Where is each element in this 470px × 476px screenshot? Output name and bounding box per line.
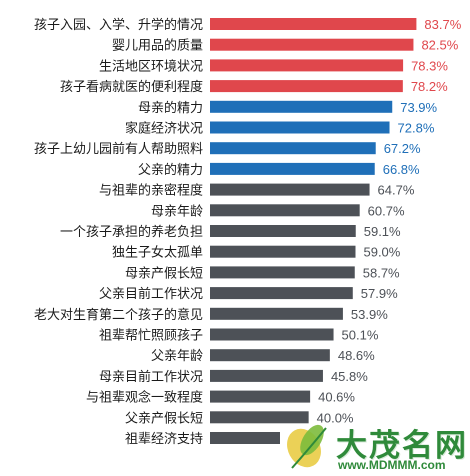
- bar: [210, 121, 390, 134]
- watermark-url: www.MDMMM.com: [338, 458, 446, 472]
- bar: [210, 59, 404, 72]
- category-label: 父亲目前工作状况: [99, 286, 203, 302]
- category-label: 生活地区环境状况: [99, 59, 203, 74]
- value-label: 40.0%: [317, 410, 354, 425]
- category-label: 一个孩子承担的养老负担: [60, 224, 203, 240]
- bar: [210, 204, 360, 217]
- value-label: 48.6%: [338, 348, 375, 363]
- bar: [210, 307, 343, 320]
- category-label: 与祖辈的亲密程度: [99, 183, 203, 199]
- value-label: 57.9%: [361, 286, 398, 301]
- bar: [210, 245, 356, 258]
- value-label: 73.9%: [400, 100, 437, 115]
- value-label: 59.0%: [363, 245, 400, 260]
- value-label: 40.6%: [318, 390, 355, 405]
- value-label: 83.7%: [424, 17, 461, 32]
- category-label: 孩子上幼儿园前有人帮助照料: [34, 141, 203, 157]
- value-label: 66.8%: [383, 162, 420, 177]
- category-label: 父亲年龄: [151, 349, 203, 364]
- value-label: 64.7%: [378, 183, 415, 198]
- value-label: 59.1%: [364, 224, 401, 239]
- bar: [210, 266, 355, 279]
- value-label: 78.3%: [411, 58, 448, 73]
- value-label: 50.1%: [342, 328, 379, 343]
- value-label: 72.8%: [398, 121, 435, 136]
- category-label: 独生子女太孤单: [112, 245, 203, 261]
- category-label: 父亲产假长短: [125, 411, 203, 426]
- bar: [210, 225, 356, 237]
- bar: [210, 80, 403, 93]
- value-label: 53.9%: [351, 307, 388, 322]
- value-label: 58.7%: [363, 265, 400, 280]
- category-label: 母亲产假长短: [125, 266, 203, 281]
- value-label: 78.2%: [411, 79, 448, 94]
- watermark-site-name: 大茂名网: [336, 428, 468, 464]
- bar: [210, 100, 393, 113]
- bar: [210, 183, 370, 196]
- site-watermark: 大茂名网 www.MDMMM.com: [282, 418, 470, 476]
- category-label: 家庭经济状况: [125, 121, 203, 137]
- category-label: 母亲年龄: [151, 204, 203, 219]
- bar: [210, 328, 334, 341]
- category-label: 母亲目前工作状况: [99, 369, 203, 385]
- value-label: 82.5%: [421, 38, 458, 53]
- category-label: 祖辈经济支持: [125, 432, 203, 447]
- bar: [210, 411, 309, 424]
- category-label: 孩子入园、入学、升学的情况: [34, 17, 203, 33]
- category-label: 父亲的精力: [138, 162, 203, 178]
- category-label: 祖辈帮忙照顾孩子: [99, 329, 203, 344]
- category-label: 母亲的精力: [138, 100, 203, 116]
- value-label: 67.2%: [384, 141, 421, 156]
- bar: [210, 38, 414, 51]
- value-label: 60.7%: [368, 203, 405, 218]
- bar: [210, 162, 375, 175]
- bar: [210, 369, 323, 382]
- bar: [210, 349, 330, 362]
- category-label: 与祖辈观念一致程度: [86, 390, 203, 406]
- category-label: 老大对生育第二个孩子的意见: [34, 307, 203, 323]
- bar: [210, 432, 280, 444]
- value-label: 45.8%: [331, 369, 368, 384]
- category-label: 婴儿用品的质量: [112, 38, 203, 54]
- bar: [210, 287, 353, 300]
- bar: [210, 142, 376, 155]
- bar: [210, 390, 311, 403]
- leaf-logo-icon: [287, 424, 327, 469]
- category-label: 孩子看病就医的便利程度: [60, 79, 203, 95]
- bar: [210, 18, 417, 30]
